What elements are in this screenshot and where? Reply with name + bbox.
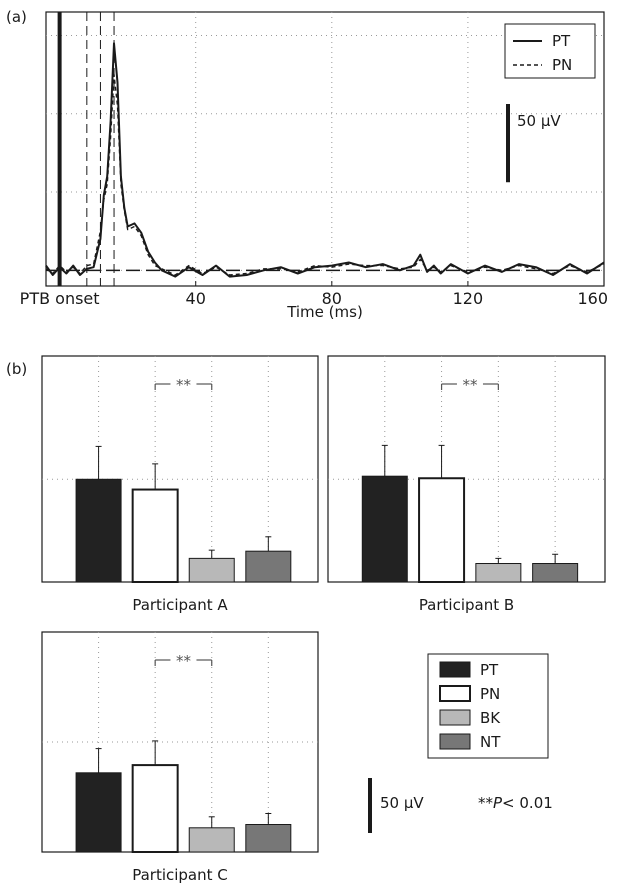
panel-a-scale-label: 50 μV — [517, 112, 561, 130]
x-tick-label-1: 40 — [186, 289, 206, 308]
panel-b-tag: (b) — [6, 360, 27, 378]
bar-chart-participant-c: ** Participant C — [41, 631, 319, 884]
bar-c-pn — [131, 764, 179, 853]
legend-pn-label: PN — [552, 56, 572, 74]
caption-a: Participant A — [132, 596, 228, 614]
panel-a-xlabel: Time (ms) — [286, 303, 363, 321]
panel-a-frame — [45, 11, 605, 287]
bar-b-bk — [475, 563, 522, 583]
significance-note-rest: < 0.01 — [502, 794, 553, 812]
bar-b-nt — [532, 563, 579, 583]
legend-bk-bar-swatch — [439, 709, 471, 726]
sig-stars-a: ** — [176, 376, 192, 394]
bar-scale-label: 50 μV — [380, 794, 424, 812]
bar-a-pt — [75, 478, 122, 583]
bar-b-pn — [418, 477, 466, 583]
significance-note-stars: ** — [478, 794, 494, 812]
bar-a-nt — [245, 550, 292, 583]
bar-chart-participant-b: ** Participant B — [327, 355, 606, 614]
x-tick-label-4: 160 — [577, 289, 608, 308]
legend-pt-bar-swatch — [439, 661, 471, 678]
panel-a-line-chart: PTB onset 40 80 120 160 Time (ms) PT PN 50 μ… — [20, 11, 608, 321]
bar-b-pt — [361, 475, 408, 583]
panel-a-legend-box — [504, 23, 596, 79]
legend-pt-label: PT — [552, 32, 571, 50]
caption-c: Participant C — [132, 866, 228, 884]
legend-nt-bar-swatch — [439, 733, 471, 750]
bar-legend-nt: NT — [480, 733, 501, 751]
bar-c-pt — [75, 772, 122, 853]
panel-a-series — [45, 42, 605, 278]
x-tick-label-3: 120 — [453, 289, 484, 308]
bar-a-bk — [188, 557, 235, 583]
significance-note: **P< 0.01 — [478, 794, 553, 812]
x-tick-label-2: 80 — [322, 289, 342, 308]
bar-chart-participant-a: ** Participant A — [41, 355, 319, 614]
x-tick-label-0: PTB onset — [20, 289, 100, 308]
bar-legend-pt: PT — [480, 661, 499, 679]
series-line-pn — [45, 73, 605, 276]
bar-legend: PT PN BK NT — [427, 653, 549, 759]
significance-note-p: P — [493, 794, 503, 812]
bar-a-pn — [131, 488, 179, 583]
sig-stars-b: ** — [462, 376, 478, 394]
bar-c-nt — [245, 824, 292, 853]
caption-b: Participant B — [419, 596, 514, 614]
sig-stars-c: ** — [176, 652, 192, 670]
bar-legend-pn: PN — [480, 685, 500, 703]
panel-a-legend: PT PN — [504, 23, 596, 79]
bar-c-bk — [188, 827, 235, 853]
panel-a-x-ticks: PTB onset 40 80 120 160 — [20, 281, 608, 308]
legend-pn-bar-swatch — [439, 685, 471, 702]
panel-a-tag: (a) — [6, 8, 27, 26]
bar-legend-bk: BK — [480, 709, 501, 727]
